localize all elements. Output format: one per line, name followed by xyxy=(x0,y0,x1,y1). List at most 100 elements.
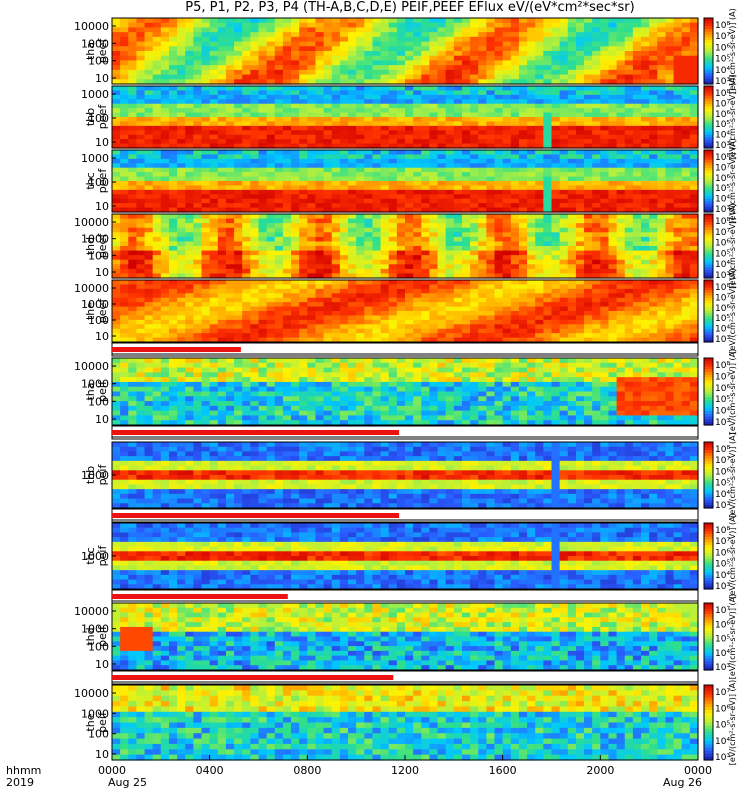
heatmap-cell xyxy=(632,203,642,209)
heatmap-cell xyxy=(217,103,227,109)
heatmap-cell xyxy=(592,232,601,238)
heatmap-cell xyxy=(315,214,325,220)
heatmap-cell xyxy=(234,319,243,325)
heatmap-cell xyxy=(470,94,479,100)
heatmap-cell xyxy=(388,117,398,123)
heatmap-cell xyxy=(632,207,642,213)
colorbar-label: [eV/(cm²-s-sr-eV)] (A) xyxy=(728,74,737,159)
heatmap-cell xyxy=(339,79,349,85)
heatmap-cell xyxy=(315,60,325,66)
heatmap-cell xyxy=(486,284,496,290)
ylabel-instrument: tha xyxy=(84,42,97,60)
heatmap-cell xyxy=(616,255,626,261)
heatmap-cell xyxy=(315,319,325,325)
heatmap-cell xyxy=(429,328,439,334)
heatmap-cell xyxy=(437,108,447,114)
heatmap-cell xyxy=(518,194,528,200)
heatmap-cell xyxy=(372,264,382,270)
heatmap-cell xyxy=(380,172,390,178)
ytick-label: 100 xyxy=(88,112,109,125)
heatmap-cell xyxy=(258,41,268,47)
heatmap-cell xyxy=(510,176,520,182)
heatmap-cell xyxy=(673,55,683,62)
heatmap-cell xyxy=(584,264,593,270)
heatmap-cell xyxy=(527,297,536,303)
heatmap-cell xyxy=(567,264,577,270)
heatmap-cell xyxy=(421,55,431,62)
heatmap-cell xyxy=(421,18,431,24)
heatmap-cell xyxy=(632,167,642,173)
heatmap-cell xyxy=(592,223,601,229)
heatmap-cell xyxy=(486,236,496,243)
heatmap-cell xyxy=(478,246,487,252)
heatmap-cell xyxy=(201,297,211,303)
heatmap-cell xyxy=(258,55,268,62)
heatmap-cell xyxy=(641,207,650,213)
heatmap-cell xyxy=(315,203,325,209)
heatmap-cell xyxy=(282,227,292,233)
heatmap-cell xyxy=(616,227,626,233)
heatmap-cell xyxy=(510,79,520,85)
heatmap-cell xyxy=(518,268,528,275)
heatmap-cell xyxy=(689,172,699,178)
heatmap-cell xyxy=(600,203,610,209)
heatmap-cell xyxy=(356,112,365,118)
heatmap-cell xyxy=(217,302,227,308)
heatmap-cell xyxy=(331,108,341,114)
heatmap-cell xyxy=(112,139,121,145)
heatmap-cell xyxy=(291,112,300,118)
heatmap-cell xyxy=(608,150,618,156)
heatmap-cell xyxy=(641,32,650,38)
heatmap-cell xyxy=(518,134,528,140)
heatmap-cell xyxy=(225,27,235,33)
heatmap-cell xyxy=(136,306,146,312)
heatmap-cell xyxy=(152,139,162,145)
heatmap-cell xyxy=(120,198,129,204)
heatmap-cell xyxy=(624,27,634,33)
heatmap-cell xyxy=(388,227,398,233)
heatmap-cell xyxy=(510,315,520,321)
heatmap-cell xyxy=(193,51,203,57)
heatmap-cell xyxy=(584,232,593,238)
heatmap-cell xyxy=(624,41,634,47)
heatmap-cell xyxy=(331,302,341,308)
heatmap-cell xyxy=(356,218,365,224)
heatmap-cell xyxy=(421,99,431,105)
heatmap-cell xyxy=(421,246,431,252)
heatmap-cell xyxy=(136,103,146,109)
heatmap-cell xyxy=(307,22,317,29)
heatmap-cell xyxy=(331,90,341,96)
heatmap-cell xyxy=(193,150,203,156)
heatmap-cell xyxy=(168,311,178,317)
heatmap-cell xyxy=(437,18,447,24)
heatmap-cell xyxy=(405,125,414,131)
heatmap-cell xyxy=(112,207,121,213)
heatmap-cell xyxy=(502,22,512,29)
heatmap-cell xyxy=(461,150,471,156)
heatmap-cell xyxy=(356,315,365,321)
heatmap-cell xyxy=(177,319,186,325)
heatmap-cell xyxy=(144,167,154,173)
heatmap-cell xyxy=(242,284,251,290)
heatmap-cell xyxy=(665,150,675,156)
heatmap-cell xyxy=(364,264,374,270)
heatmap-cell xyxy=(641,108,650,114)
heatmap-cell xyxy=(128,139,138,145)
heatmap-cell xyxy=(494,41,504,47)
heatmap-cell xyxy=(128,241,138,247)
heatmap-cell xyxy=(624,90,634,96)
heatmap-cell xyxy=(421,311,431,317)
heatmap-cell xyxy=(388,181,398,187)
heatmap-cell xyxy=(364,94,374,100)
heatmap-cell xyxy=(323,172,333,178)
heatmap-cell xyxy=(242,232,251,238)
heatmap-cell xyxy=(575,167,585,173)
heatmap-cell xyxy=(527,227,536,233)
heatmap-cell xyxy=(486,181,496,187)
heatmap-cell xyxy=(535,60,544,66)
colorbar-segment xyxy=(704,232,713,236)
heatmap-cell xyxy=(535,18,544,24)
heatmap-cell xyxy=(689,214,699,220)
heatmap-cell xyxy=(657,108,667,114)
heatmap-cell xyxy=(592,250,601,256)
